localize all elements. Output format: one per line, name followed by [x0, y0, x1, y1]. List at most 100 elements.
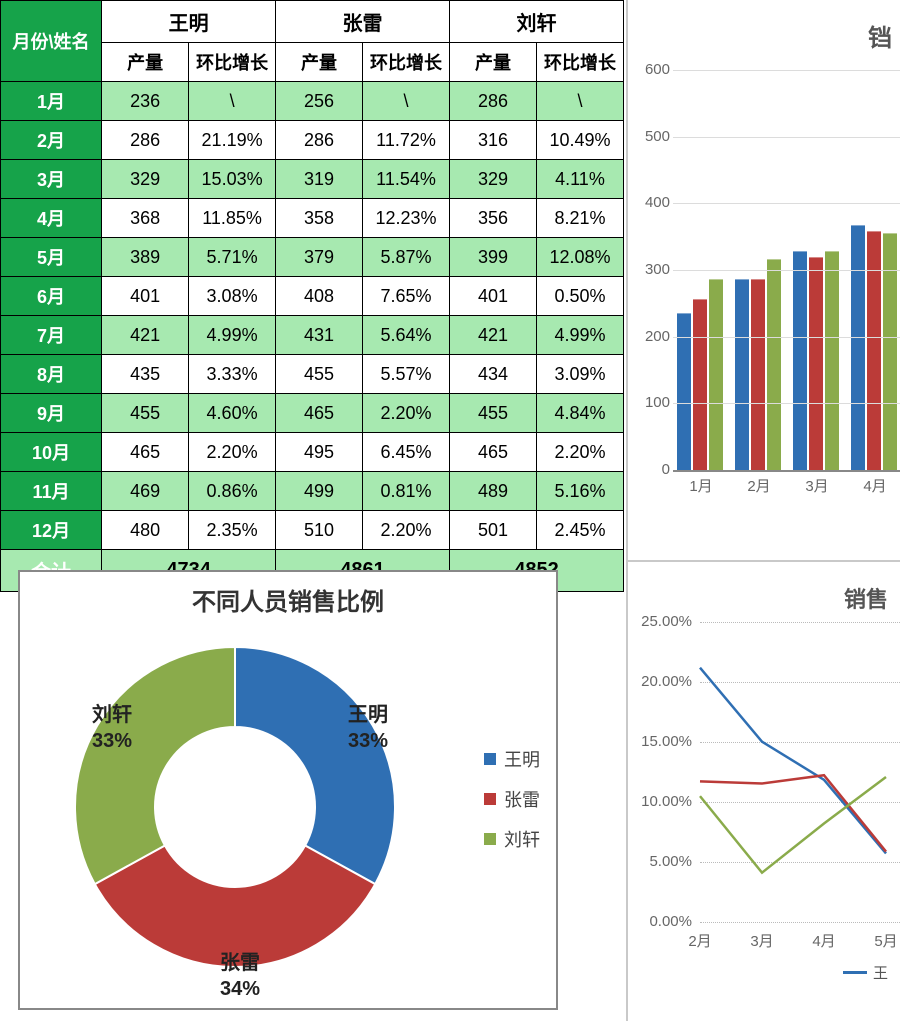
table-cell: 465: [276, 394, 363, 433]
row-month-label: 9月: [1, 394, 102, 433]
table-cell: 15.03%: [189, 160, 276, 199]
table-cell: 3.09%: [536, 355, 623, 394]
table-cell: 421: [450, 316, 537, 355]
bar-x-tick: 2月: [732, 475, 786, 496]
header-sub: 环比增长: [189, 43, 276, 82]
donut-title: 不同人员销售比例: [20, 582, 556, 617]
table-cell: 4.99%: [536, 316, 623, 355]
table-row: 11月4690.86%4990.81%4895.16%: [1, 472, 624, 511]
donut-slice: [95, 846, 375, 967]
row-month-label: 3月: [1, 160, 102, 199]
table-cell: 495: [276, 433, 363, 472]
row-month-label: 8月: [1, 355, 102, 394]
bar-y-tick: 600: [630, 61, 670, 78]
bar: [867, 231, 881, 470]
bar: [883, 233, 897, 470]
table-cell: 4.60%: [189, 394, 276, 433]
table-cell: 2.20%: [363, 511, 450, 550]
table-cell: 7.65%: [363, 277, 450, 316]
donut-slice: [235, 647, 395, 884]
donut-svg: [60, 632, 410, 982]
bar: [793, 251, 807, 470]
table-row: 8月4353.33%4555.57%4343.09%: [1, 355, 624, 394]
table-row: 12月4802.35%5102.20%5012.45%: [1, 511, 624, 550]
line-series: [700, 775, 886, 851]
header-person: 张雷: [276, 1, 450, 43]
table-row: 2月28621.19%28611.72%31610.49%: [1, 121, 624, 160]
table-cell: 5.57%: [363, 355, 450, 394]
table-cell: 236: [102, 82, 189, 121]
bar: [709, 279, 723, 470]
legend-swatch-icon: [843, 971, 867, 974]
table-cell: 286: [276, 121, 363, 160]
bar-gridline: [673, 70, 900, 71]
header-corner: 月份\姓名: [1, 1, 102, 82]
table-cell: 2.20%: [363, 394, 450, 433]
table-cell: 5.71%: [189, 238, 276, 277]
table-cell: 379: [276, 238, 363, 277]
table-cell: 0.81%: [363, 472, 450, 511]
table-cell: 435: [102, 355, 189, 394]
legend-swatch-icon: [484, 833, 496, 845]
line-chart-plot: 0.00%5.00%10.00%15.00%20.00%25.00%2月3月4月…: [628, 622, 900, 962]
row-month-label: 7月: [1, 316, 102, 355]
table-cell: 501: [450, 511, 537, 550]
table-cell: 401: [450, 277, 537, 316]
bar-y-tick: 500: [630, 128, 670, 145]
table-cell: 329: [102, 160, 189, 199]
donut-legend-item: 王明: [484, 746, 540, 772]
table-cell: 480: [102, 511, 189, 550]
table-cell: \: [363, 82, 450, 121]
line-series: [700, 668, 886, 854]
donut-slice-label: 刘轩33%: [92, 702, 132, 754]
production-table: 月份\姓名王明张雷刘轩产量环比增长产量环比增长产量环比增长 1月236\256\…: [0, 0, 624, 592]
row-month-label: 10月: [1, 433, 102, 472]
legend-label: 刘轩: [504, 826, 540, 852]
bar-gridline: [673, 270, 900, 271]
table-cell: 455: [450, 394, 537, 433]
table-cell: 465: [450, 433, 537, 472]
row-month-label: 6月: [1, 277, 102, 316]
bar-y-tick: 300: [630, 261, 670, 278]
table-cell: 356: [450, 199, 537, 238]
table-cell: 316: [450, 121, 537, 160]
legend-label: 张雷: [504, 786, 540, 812]
bar-y-tick: 100: [630, 394, 670, 411]
table-cell: 10.49%: [536, 121, 623, 160]
bar-chart-panel: 铛 1月2月3月4月 0100200300400500600: [626, 0, 900, 562]
row-month-label: 2月: [1, 121, 102, 160]
table-cell: 286: [450, 82, 537, 121]
table-cell: 465: [102, 433, 189, 472]
table-cell: 5.87%: [363, 238, 450, 277]
table-cell: 8.21%: [536, 199, 623, 238]
bar: [851, 225, 865, 470]
table-cell: 12.23%: [363, 199, 450, 238]
donut-panel: 不同人员销售比例 王明张雷刘轩 王明33%张雷34%刘轩33%: [0, 562, 626, 1021]
table-cell: 4.99%: [189, 316, 276, 355]
legend-label: 王明: [504, 746, 540, 772]
bar: [693, 299, 707, 470]
bar-y-tick: 400: [630, 194, 670, 211]
table-cell: 21.19%: [189, 121, 276, 160]
table-cell: 11.54%: [363, 160, 450, 199]
bar-x-tick: 4月: [848, 475, 900, 496]
row-month-label: 1月: [1, 82, 102, 121]
table-cell: 4.11%: [536, 160, 623, 199]
bar-y-tick: 0: [630, 461, 670, 478]
table-cell: 489: [450, 472, 537, 511]
line-series: [700, 777, 886, 873]
header-sub: 环比增长: [536, 43, 623, 82]
table-cell: 421: [102, 316, 189, 355]
legend-swatch-icon: [484, 793, 496, 805]
bar: [809, 257, 823, 470]
line-legend-item: 王: [843, 962, 888, 983]
donut-legend: 王明张雷刘轩: [484, 732, 540, 866]
bar: [825, 251, 839, 470]
bar: [735, 279, 749, 470]
table-row: 10月4652.20%4956.45%4652.20%: [1, 433, 624, 472]
table-row: 7月4214.99%4315.64%4214.99%: [1, 316, 624, 355]
table-row: 1月236\256\286\: [1, 82, 624, 121]
line-chart-svg: [628, 622, 900, 942]
table-cell: 12.08%: [536, 238, 623, 277]
table-cell: 434: [450, 355, 537, 394]
